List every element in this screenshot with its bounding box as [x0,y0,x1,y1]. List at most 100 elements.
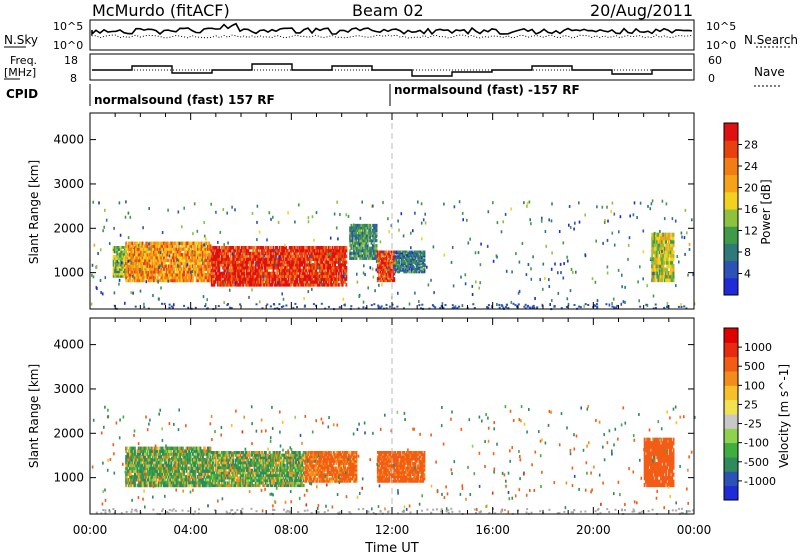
echo-cell [341,283,344,287]
echo-cell [404,261,407,264]
echo-cell [296,283,299,287]
echo-cell [408,269,411,272]
nsky-label: N.Sky [4,33,38,47]
echo-cell [653,246,656,251]
echo-cell [140,475,143,479]
echo-cell [666,243,669,248]
echo-cell [214,280,217,284]
echo-cell [214,263,217,267]
echo-cell [134,449,136,453]
echo-cell [159,480,162,485]
echo-cell [256,260,258,264]
echo-cell [205,278,208,283]
echo-cell [387,263,389,267]
echo-cell [184,480,187,485]
echo-cell [174,478,177,482]
echo-cell [317,280,320,284]
echo-cell [251,251,253,256]
ground-scatter-cell [654,303,657,306]
echo-cell [397,258,399,261]
echo-cell [188,483,191,488]
echo-cell [238,263,241,267]
echo-cell [209,264,212,268]
ground-scatter-cell [266,303,269,306]
echo-cell [264,257,267,261]
ground-scatter-cell [273,303,276,306]
echo-cell [496,221,499,225]
echo-cell [661,257,664,262]
echo-cell [389,279,392,283]
echo-cell [234,271,237,276]
echo-cell [120,248,123,251]
echo-cell [152,258,155,263]
echo-cell [327,254,330,259]
echo-cell [363,236,365,240]
echo-cell [349,234,352,238]
echo-cell [174,452,177,456]
echo-cell [296,246,299,250]
echo-cell [283,260,286,264]
echo-cell [215,210,217,214]
echo-cell [139,241,141,246]
echo-cell [173,460,175,465]
echo-cell [178,241,181,245]
echo-cell [122,268,125,271]
echo-cell [443,253,446,257]
echo-cell [152,460,155,465]
echo-cell [220,274,223,278]
echo-cell [397,252,399,255]
echo-cell [125,458,128,462]
ground-scatter-cell [595,303,598,306]
echo-cell [466,218,468,222]
echo-cell [174,483,177,488]
echo-cell [390,268,393,271]
echo-cell [316,260,319,264]
echo-cell [171,466,174,471]
echo-cell [258,271,261,276]
echo-cell [404,253,407,256]
echo-cell [319,254,321,259]
echo-cell [349,251,352,255]
echo-cell [166,264,169,268]
echo-cell [264,280,267,284]
echo-cell [282,246,285,250]
echo-cell [215,266,218,270]
echo-cell [159,446,162,451]
echo-cell [236,274,238,278]
echo-cell [353,226,355,230]
echo-cell [340,254,343,259]
echo-cell [204,267,207,271]
echo-cell [126,455,129,459]
echo-cell [120,263,123,267]
echo-cell [303,283,306,287]
echo-cell [312,280,315,284]
echo-cell [258,266,261,270]
echo-cell [178,275,180,280]
echo-cell [678,260,680,264]
echo-cell [164,253,167,257]
echo-cell [392,263,394,267]
echo-cell [202,275,204,280]
echo-cell [668,274,671,279]
echo-cell [672,257,675,262]
echo-cell [351,231,354,235]
echo-cell [248,280,251,284]
echo-cell [358,254,360,258]
echo-cell [402,234,405,238]
echo-cell [253,283,256,287]
echo-cell [165,275,168,280]
echo-cell [170,446,173,451]
echo-cell [491,305,493,309]
echo-cell [175,253,178,257]
echo-cell [420,252,423,255]
echo-cell [340,257,343,261]
echo-cell [203,255,206,260]
echo-cell [175,244,178,248]
echo-cell [140,270,143,274]
echo-cell [360,223,363,227]
echo-cell [420,221,423,225]
echo-cell [126,253,129,257]
echo-cell [186,250,189,254]
echo-cell [120,257,123,260]
echo-cell [410,250,413,253]
